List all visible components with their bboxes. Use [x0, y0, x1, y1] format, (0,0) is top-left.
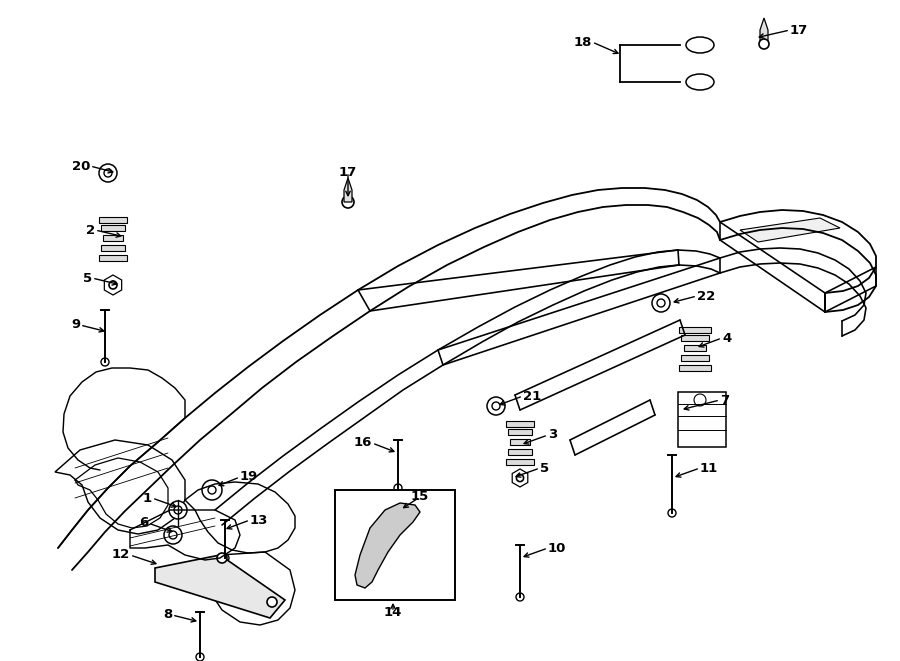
Bar: [508, 429, 532, 435]
Text: 13: 13: [250, 514, 268, 527]
Polygon shape: [104, 275, 122, 295]
Circle shape: [104, 169, 112, 177]
Text: 18: 18: [573, 36, 592, 48]
Circle shape: [759, 39, 769, 49]
Circle shape: [169, 531, 177, 539]
Ellipse shape: [686, 74, 714, 90]
Bar: [679, 365, 711, 371]
Text: 20: 20: [72, 159, 90, 173]
Circle shape: [101, 358, 109, 366]
Polygon shape: [155, 555, 285, 618]
Text: 1: 1: [143, 492, 152, 504]
Circle shape: [517, 475, 524, 482]
Bar: [678, 392, 726, 447]
Circle shape: [516, 593, 524, 601]
Circle shape: [245, 585, 255, 595]
Polygon shape: [58, 188, 720, 570]
Polygon shape: [355, 503, 420, 588]
Text: 22: 22: [697, 290, 716, 303]
Polygon shape: [760, 18, 768, 42]
Ellipse shape: [686, 37, 714, 53]
Circle shape: [174, 506, 182, 514]
Polygon shape: [344, 178, 352, 202]
Text: 15: 15: [411, 490, 429, 504]
Bar: [506, 421, 534, 427]
Text: 8: 8: [163, 609, 172, 621]
Bar: [508, 449, 532, 455]
Bar: [506, 459, 534, 465]
Circle shape: [694, 394, 706, 406]
Circle shape: [169, 501, 187, 519]
Bar: [99, 255, 127, 261]
Bar: [681, 355, 708, 361]
Polygon shape: [825, 267, 876, 312]
Text: 6: 6: [139, 516, 148, 529]
Circle shape: [202, 480, 222, 500]
Circle shape: [487, 397, 505, 415]
Circle shape: [260, 603, 270, 613]
Polygon shape: [740, 218, 840, 242]
Bar: [681, 335, 708, 341]
Text: 5: 5: [83, 272, 92, 284]
Circle shape: [267, 597, 277, 607]
Circle shape: [342, 196, 354, 208]
Text: 10: 10: [548, 541, 566, 555]
Text: 5: 5: [540, 461, 549, 475]
Circle shape: [394, 484, 402, 492]
Text: 12: 12: [112, 549, 130, 561]
Circle shape: [208, 486, 216, 494]
Bar: [684, 345, 706, 351]
Bar: [101, 245, 125, 251]
Circle shape: [668, 509, 676, 517]
Text: 17: 17: [790, 24, 808, 36]
Text: 11: 11: [700, 461, 718, 475]
Polygon shape: [720, 222, 825, 312]
Bar: [335, 490, 455, 600]
Bar: [99, 217, 127, 223]
Polygon shape: [212, 552, 295, 625]
Circle shape: [109, 281, 117, 289]
Text: 9: 9: [71, 319, 80, 332]
Text: 16: 16: [354, 436, 372, 449]
Circle shape: [657, 299, 665, 307]
Circle shape: [99, 164, 117, 182]
Bar: [104, 235, 122, 241]
Bar: [679, 327, 711, 333]
Circle shape: [164, 526, 182, 544]
Text: 2: 2: [86, 223, 95, 237]
Circle shape: [196, 653, 204, 661]
Text: 17: 17: [339, 165, 357, 178]
Bar: [101, 225, 125, 231]
Circle shape: [652, 294, 670, 312]
Text: 7: 7: [720, 393, 729, 407]
Circle shape: [492, 402, 500, 410]
Text: 3: 3: [548, 428, 557, 442]
Text: 21: 21: [523, 389, 541, 403]
Text: 4: 4: [722, 332, 731, 344]
Polygon shape: [55, 440, 185, 534]
Text: 14: 14: [383, 605, 402, 619]
Circle shape: [221, 554, 229, 562]
Bar: [510, 439, 530, 445]
Polygon shape: [512, 469, 527, 487]
Text: 19: 19: [240, 471, 258, 483]
Circle shape: [217, 553, 227, 563]
